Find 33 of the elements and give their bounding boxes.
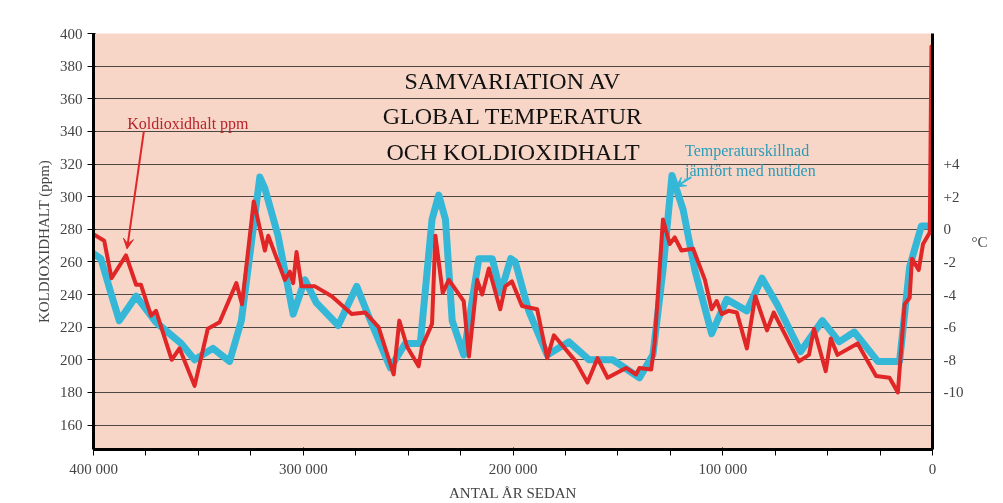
y-tick-label: 180 xyxy=(60,384,83,401)
y2-axis-title: °C xyxy=(971,233,988,250)
y-tick-label: 380 xyxy=(60,58,83,75)
x-tick-label: 400 000 xyxy=(69,460,118,477)
y2-tick-label: -8 xyxy=(943,351,956,368)
y-tick-label: 360 xyxy=(60,90,83,107)
x-tick-label: 200 000 xyxy=(488,460,538,477)
y2-tick-label: -2 xyxy=(943,253,956,270)
y-axis-title: KOLDIOXIDHALT (ppm) xyxy=(36,160,53,324)
y-tick-label: 200 xyxy=(60,351,83,368)
y-tick-label: 400 xyxy=(60,25,83,42)
y-tick-label: 340 xyxy=(60,123,83,140)
y-tick-label: 240 xyxy=(60,286,83,303)
y-tick-label: 160 xyxy=(60,417,83,434)
y-tick-label: 260 xyxy=(60,253,83,270)
y-tick-label: 280 xyxy=(60,221,83,238)
y2-tick-label: 0 xyxy=(943,221,951,238)
y2-tick-label: -4 xyxy=(943,286,957,303)
y2-tick-label: -6 xyxy=(943,319,957,336)
text: Koldioxidhalt ppm xyxy=(127,114,250,133)
line-series xyxy=(93,44,933,395)
x-tick-label: 300 000 xyxy=(278,460,328,477)
y2-tick-label: +4 xyxy=(943,156,960,173)
y2-tick-label: -10 xyxy=(943,384,964,401)
x-tick-label: 0 xyxy=(928,460,937,477)
y-tick-label: 320 xyxy=(60,156,83,173)
text: SAMVARIATION AV GLOBAL TEMPERATUR OCH KOLDIOXIDHALT xyxy=(382,67,643,165)
series-label: Temperaturskillnad jämfört med nutiden xyxy=(683,142,816,181)
x-axis-title: ANTAL ÅR SEDAN xyxy=(449,484,577,501)
y-tick-label: 220 xyxy=(60,319,83,336)
y-tick-label: 300 xyxy=(60,188,83,205)
y2-tick-label: +2 xyxy=(943,188,960,205)
x-tick-label: 100 000 xyxy=(698,460,748,477)
